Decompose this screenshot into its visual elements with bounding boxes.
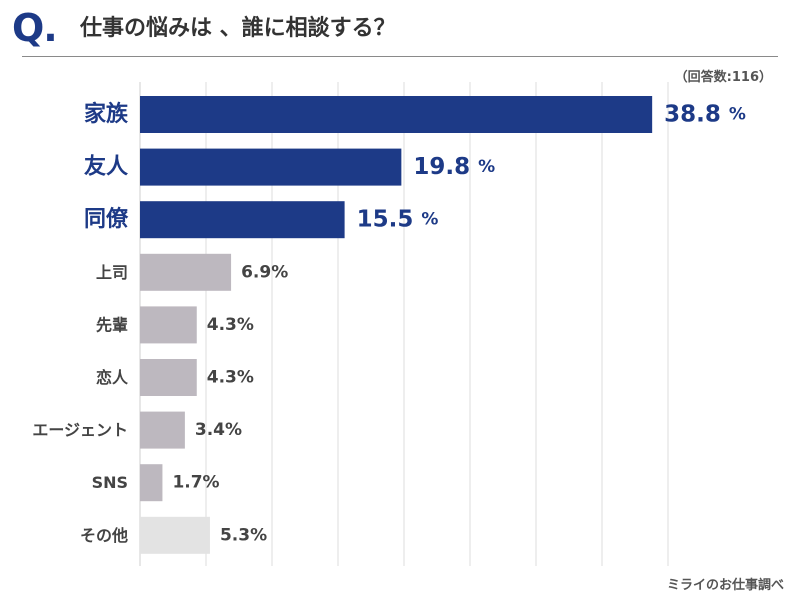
q-mark: Q. xyxy=(12,6,58,50)
value-label-3: 15.5% xyxy=(357,207,439,233)
value-label-2: 19.8% xyxy=(413,154,495,180)
value-label-9: 5.3% xyxy=(220,525,267,545)
value-label-7: 3.4% xyxy=(195,420,242,440)
bar-8 xyxy=(140,464,163,502)
category-label-3: 同僚 xyxy=(84,206,129,232)
respondent-count-note: （回答数:116） xyxy=(674,70,772,85)
value-unit-3: % xyxy=(421,210,438,230)
bar-7 xyxy=(140,411,185,449)
value-label-6: 4.3% xyxy=(207,368,254,388)
category-label-5: 先輩 xyxy=(96,315,128,334)
bar-2 xyxy=(140,148,402,186)
bar-5 xyxy=(140,306,197,344)
source-credit: ミライのお仕事調べ xyxy=(666,578,784,593)
value-unit-1: % xyxy=(729,105,746,125)
category-label-7: エージェント xyxy=(32,421,128,440)
category-label-2: 友人 xyxy=(84,155,128,180)
bar-4 xyxy=(140,253,232,291)
category-label-6: 恋人 xyxy=(96,368,129,387)
value-label-4: 6.9% xyxy=(241,262,288,282)
bar-9 xyxy=(140,516,210,554)
category-label-9: その他 xyxy=(80,526,128,545)
bar-6 xyxy=(140,359,197,396)
bar-3 xyxy=(140,201,345,239)
bar-1 xyxy=(140,96,653,133)
value-label-8: 1.7% xyxy=(172,473,219,493)
value-label-5: 4.3% xyxy=(207,315,254,335)
value-unit-2: % xyxy=(478,157,495,177)
value-label-1: 38.8% xyxy=(664,102,746,128)
category-label-4: 上司 xyxy=(96,263,128,282)
category-label-8: SNS xyxy=(92,473,128,492)
title-divider xyxy=(22,56,778,57)
chart-title: 仕事の悩みは 、誰に相談する？ xyxy=(80,16,396,41)
category-label-1: 家族 xyxy=(84,101,129,127)
